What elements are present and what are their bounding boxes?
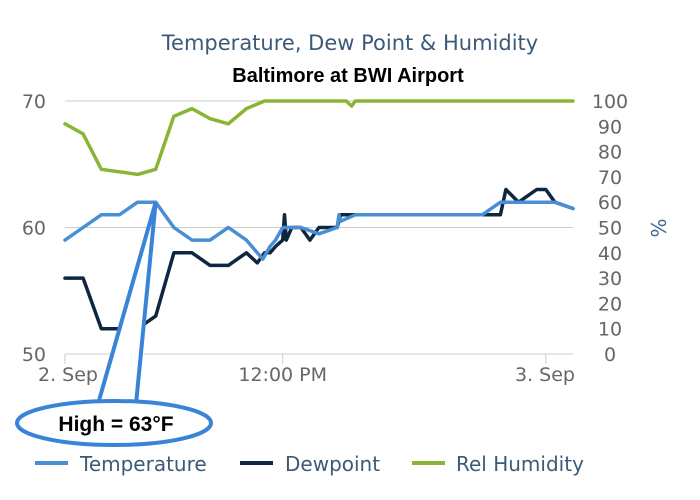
- series-lines: [63, 99, 575, 331]
- y-right-tick-label: 10: [598, 319, 622, 341]
- annotation-ellipse: [15, 399, 213, 447]
- y-right-tick-label: 0: [604, 344, 616, 366]
- chart-title: Temperature, Dew Point & Humidity: [161, 31, 538, 55]
- y-right-tick-label: 90: [598, 116, 622, 138]
- x-tick-label: 3. Sep: [515, 364, 575, 386]
- y-right-tick-label: 100: [592, 91, 628, 113]
- legend-item-rel-humidity[interactable]: Rel Humidity: [412, 452, 584, 476]
- annotation-text: High = 63°F: [58, 413, 173, 436]
- legend-item-temperature[interactable]: Temperature: [35, 452, 207, 476]
- series-line-rel-humidity: [63, 99, 575, 177]
- series-line-temperature: [63, 200, 575, 261]
- legend-label-dewpoint: Dewpoint: [285, 452, 380, 476]
- y-left-tick-label: 70: [22, 91, 46, 113]
- y-left-tick-label: 50: [22, 344, 46, 366]
- high-annotation: High = 63°F: [15, 201, 213, 447]
- y-axis-left-ticks: 50 60 70: [22, 91, 46, 366]
- y-right-tick-label: 20: [598, 293, 622, 315]
- y-right-tick-label: 40: [598, 243, 622, 265]
- y-right-tick-label: 60: [598, 192, 622, 214]
- y-axis-right-label: %: [647, 218, 671, 237]
- legend: Temperature Dewpoint Rel Humidity: [35, 452, 584, 476]
- legend-label-temperature: Temperature: [79, 452, 207, 476]
- y-right-tick-label: 70: [598, 167, 622, 189]
- chart-subtitle: Baltimore at BWI Airport: [232, 65, 464, 87]
- y-right-tick-label: 50: [598, 218, 622, 240]
- y-right-tick-label: 30: [598, 268, 622, 290]
- legend-item-dewpoint[interactable]: Dewpoint: [240, 452, 380, 476]
- x-axis-ticks: 2. Sep 12:00 PM 3. Sep: [38, 354, 575, 386]
- x-tick-label: 2. Sep: [38, 364, 98, 386]
- y-left-tick-label: 60: [22, 218, 46, 240]
- legend-label-rel-humidity: Rel Humidity: [456, 452, 584, 476]
- y-right-tick-label: 80: [598, 142, 622, 164]
- annotation-pointer: [96, 201, 158, 405]
- x-tick-label: 12:00 PM: [238, 364, 327, 386]
- y-axis-right-ticks: 0 10 20 30 40 50 60 70 80 90 100: [592, 91, 628, 366]
